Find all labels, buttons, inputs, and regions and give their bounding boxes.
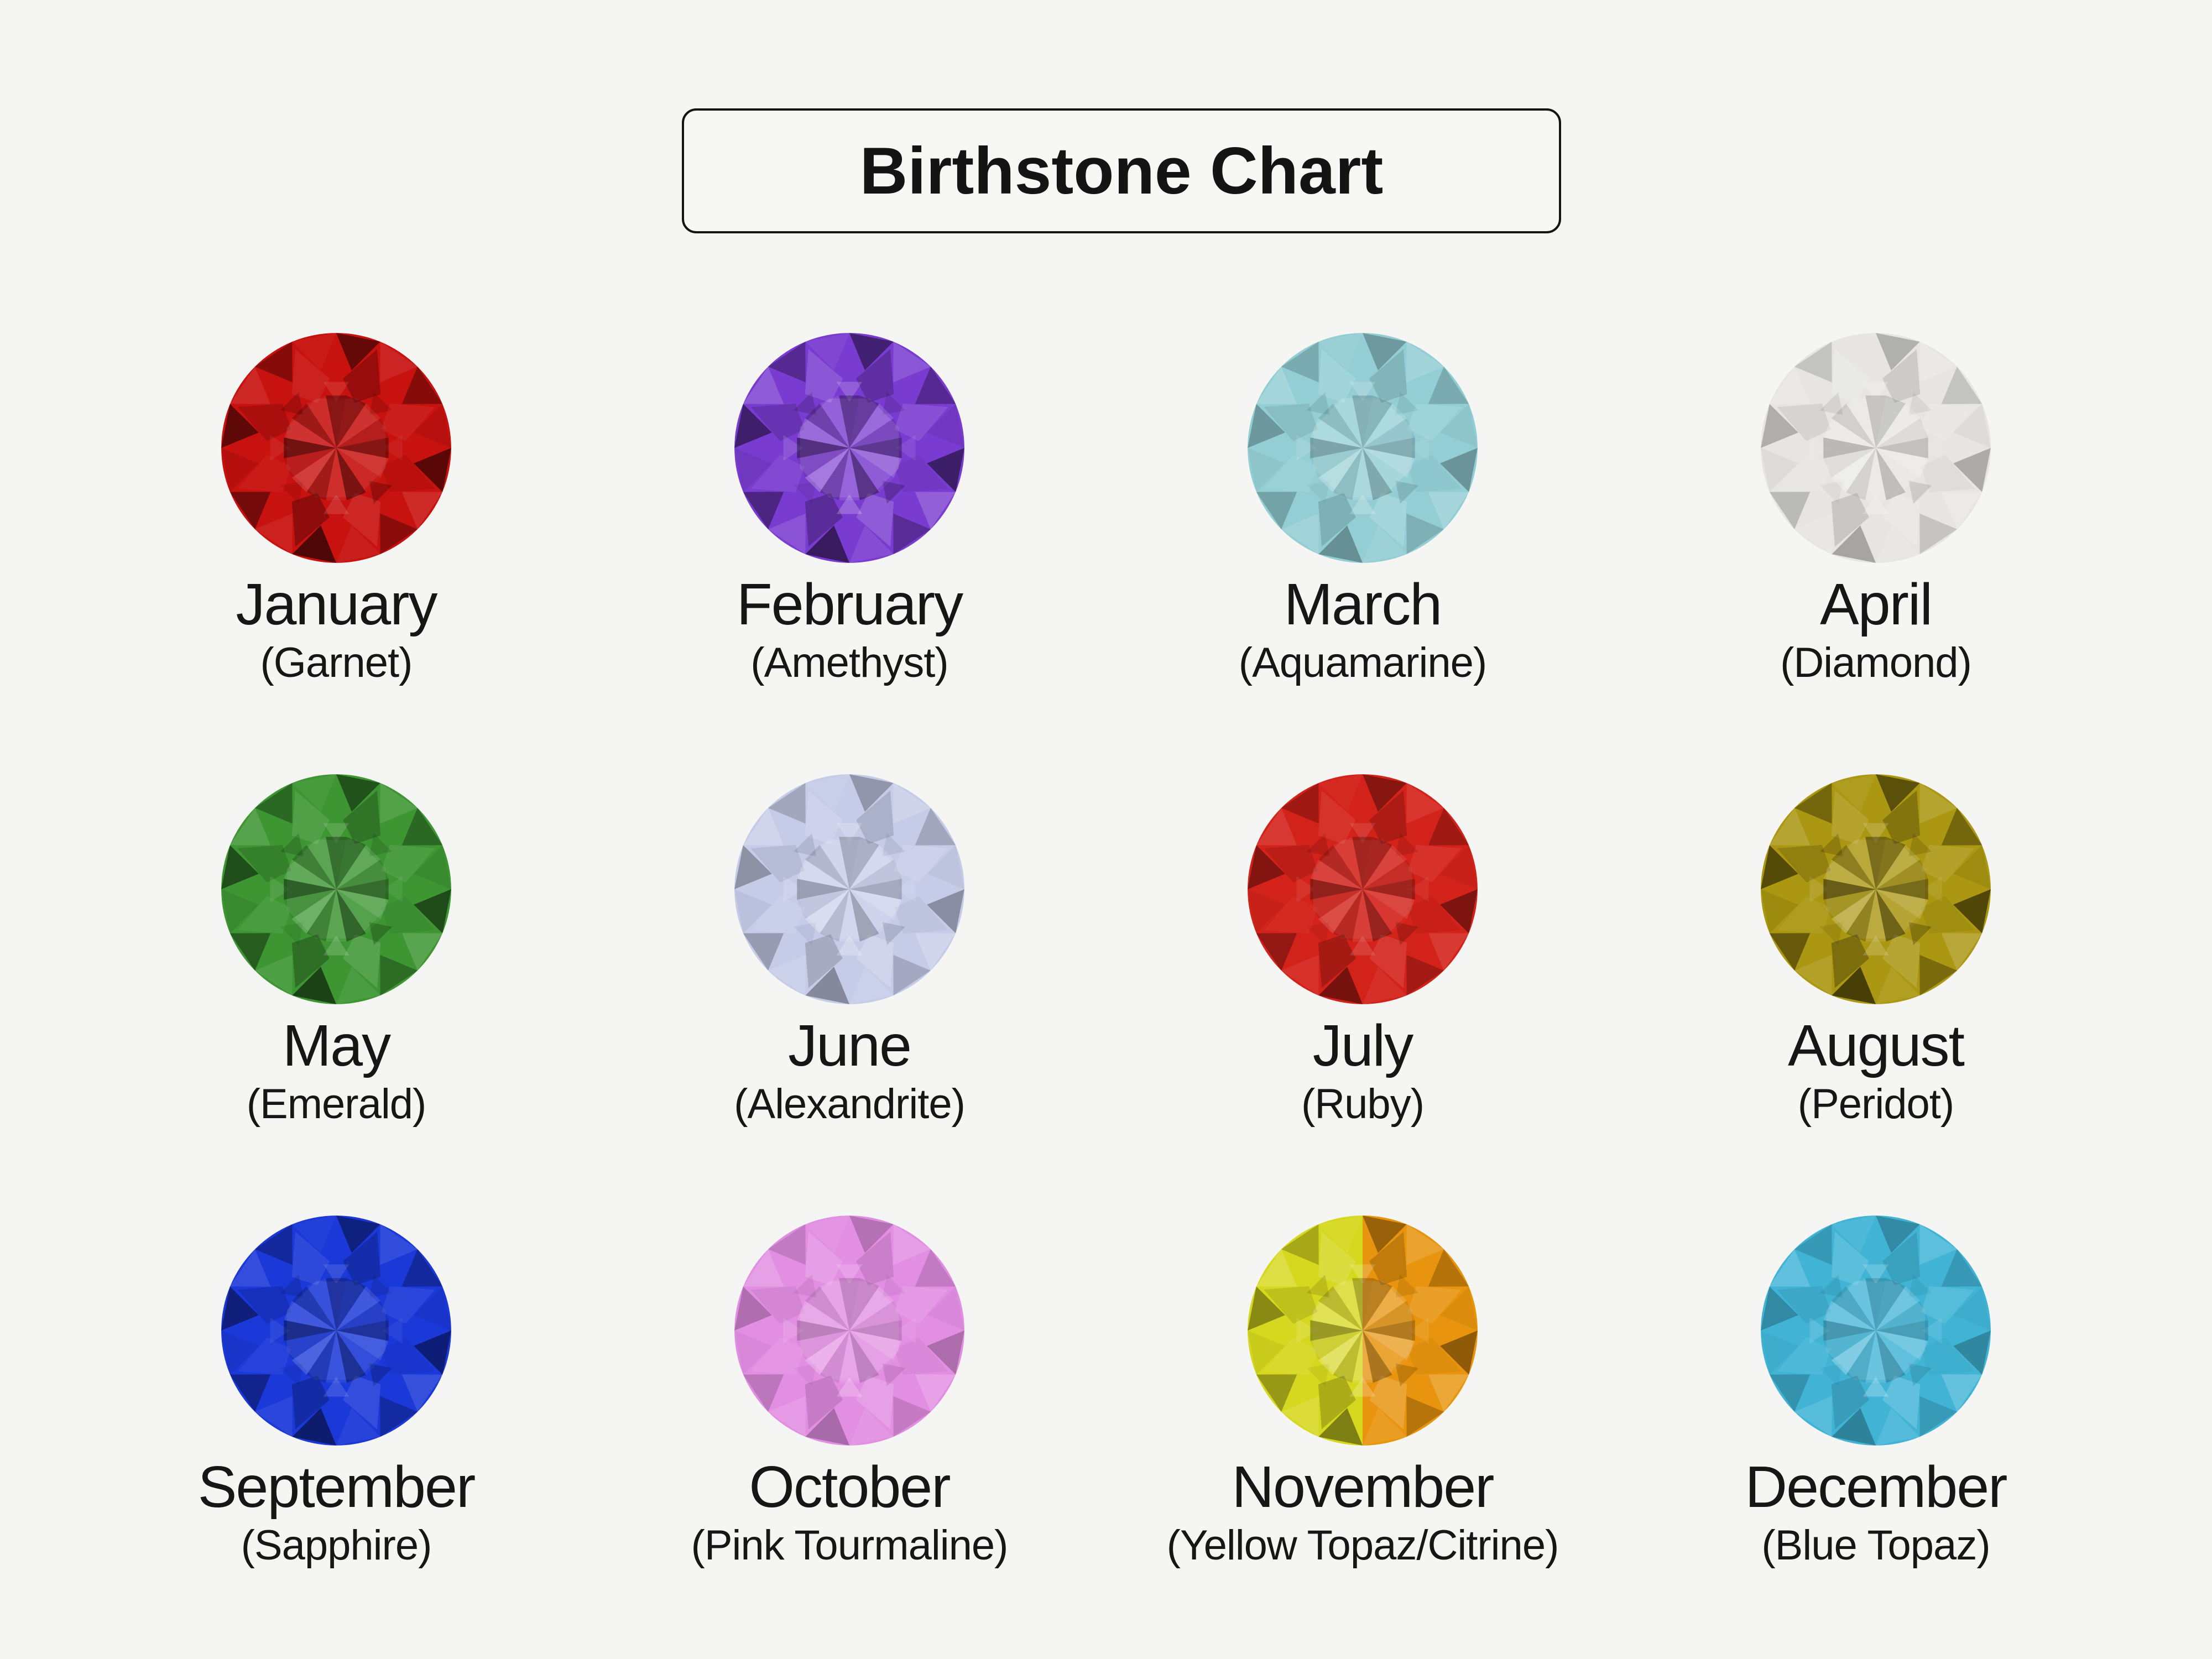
amethyst-gem-icon (734, 333, 964, 563)
cell-caption: November (Yellow Topaz/Citrine) (1167, 1447, 1559, 1568)
month-label: February (736, 572, 963, 637)
emerald-gem-icon (221, 774, 451, 1004)
cell-february: February (Amethyst) (593, 332, 1106, 773)
cell-october: October (Pink Tourmaline) (593, 1214, 1106, 1656)
month-label: July (1312, 1013, 1414, 1078)
month-label: June (788, 1013, 912, 1078)
sapphire-gem-icon (221, 1215, 451, 1446)
ruby-gem-icon (1248, 774, 1478, 1004)
month-label: November (1232, 1454, 1495, 1520)
month-label: March (1284, 572, 1443, 637)
stone-label: (Sapphire) (241, 1522, 432, 1569)
cell-july: July (Ruby) (1106, 773, 1619, 1214)
cell-caption: September (Sapphire) (197, 1447, 476, 1569)
cell-april: April (Diamond) (1619, 332, 2132, 773)
stone-label: (Amethyst) (750, 639, 948, 687)
stone-label: (Diamond) (1780, 639, 1972, 687)
page-title: Birthstone Chart (859, 134, 1384, 208)
stone-label: (Ruby) (1301, 1081, 1425, 1128)
garnet-gem-icon (221, 333, 451, 563)
stone-label: (Yellow Topaz/Citrine) (1166, 1522, 1559, 1569)
cell-caption: December (Blue Topaz) (1745, 1447, 2008, 1569)
stone-label: (Blue Topaz) (1761, 1522, 1990, 1569)
cell-january: January (Garnet) (80, 332, 593, 773)
cell-caption: October (Pink Tourmaline) (691, 1447, 1009, 1569)
stone-label: (Emerald) (246, 1081, 427, 1128)
stone-label: (Garnet) (260, 639, 413, 687)
pink-tourmaline-gem-icon (734, 1215, 964, 1446)
cell-caption: May (Emerald) (246, 1005, 427, 1128)
cell-december: December (Blue Topaz) (1619, 1214, 2132, 1656)
month-label: September (197, 1454, 476, 1520)
month-label: January (236, 572, 437, 637)
cell-caption: February (Amethyst) (736, 564, 963, 687)
title-box: Birthstone Chart (682, 108, 1561, 233)
cell-caption: March (Aquamarine) (1238, 564, 1487, 687)
birthstone-grid: January (Garnet) February (Amethyst) Mar… (80, 332, 2132, 1656)
month-label: April (1819, 572, 1933, 637)
stone-label: (Aquamarine) (1238, 639, 1487, 687)
cell-caption: January (Garnet) (236, 564, 437, 687)
cell-caption: April (Diamond) (1780, 564, 1972, 687)
cell-caption: July (Ruby) (1301, 1005, 1425, 1128)
stone-label: (Pink Tourmaline) (691, 1522, 1009, 1569)
month-label: August (1787, 1013, 1965, 1078)
stone-label: (Alexandrite) (734, 1081, 966, 1128)
stone-label: (Peridot) (1797, 1081, 1954, 1128)
cell-november: November (Yellow Topaz/Citrine) (1106, 1214, 1619, 1656)
cell-august: August (Peridot) (1619, 773, 2132, 1214)
aquamarine-gem-icon (1248, 333, 1478, 563)
cell-caption: June (Alexandrite) (734, 1005, 966, 1128)
cell-september: September (Sapphire) (80, 1214, 593, 1656)
diamond-gem-icon (1761, 333, 1991, 563)
month-label: December (1745, 1454, 2008, 1520)
peridot-gem-icon (1761, 774, 1991, 1004)
cell-may: May (Emerald) (80, 773, 593, 1214)
month-label: October (749, 1454, 951, 1520)
cell-june: June (Alexandrite) (593, 773, 1106, 1214)
month-label: May (282, 1013, 391, 1078)
cell-march: March (Aquamarine) (1106, 332, 1619, 773)
alexandrite-gem-icon (734, 774, 964, 1004)
yellow-topaz-citrine-gem-icon (1248, 1215, 1478, 1446)
blue-topaz-gem-icon (1761, 1215, 1991, 1446)
cell-caption: August (Peridot) (1787, 1005, 1965, 1128)
